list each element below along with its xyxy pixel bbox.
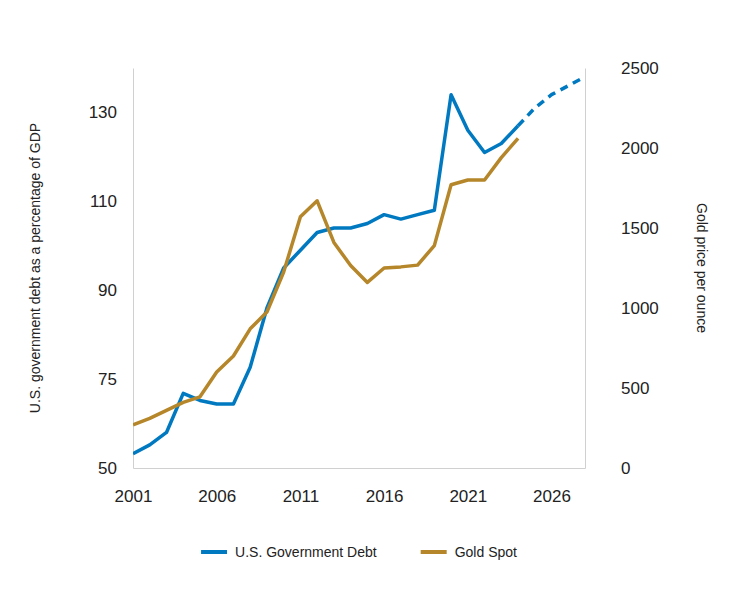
tick-label: 2011 <box>283 487 320 506</box>
tick-label: 2001 <box>115 487 153 506</box>
legend-label: U.S. Government Debt <box>235 544 377 560</box>
axis-line <box>133 69 134 469</box>
tick-label: 2021 <box>449 487 487 506</box>
tick-label: 75 <box>98 370 117 389</box>
tick-label: 2006 <box>198 487 236 506</box>
tick: 2000 <box>585 139 659 158</box>
tick-label: 50 <box>98 459 117 478</box>
y-axis-title: U.S. government debt as a percentage of … <box>27 123 43 413</box>
tick-label: 130 <box>89 103 117 122</box>
legend-item: Gold Spot <box>421 544 517 560</box>
legend-label: Gold Spot <box>455 544 517 560</box>
tick: 50 <box>98 459 133 478</box>
axis-line <box>134 468 586 469</box>
tick-label: 1000 <box>621 299 659 318</box>
legend-item: U.S. Government Debt <box>201 544 377 560</box>
tick: 2001 <box>115 468 153 506</box>
tick: 90 <box>98 281 133 300</box>
y-axis: 50 75 90 110 130 <box>89 69 134 478</box>
tick-label: 2026 <box>533 487 571 506</box>
tick: 2026 <box>533 468 571 506</box>
tick: 0 <box>585 459 630 478</box>
tick: 2021 <box>449 468 487 506</box>
tick-label: 0 <box>621 459 630 478</box>
y2-axis-title: Gold price per ounce <box>694 203 710 333</box>
legend-swatch <box>201 550 227 554</box>
tick-label: 110 <box>90 192 117 211</box>
tick: 1500 <box>585 219 659 238</box>
tick: 500 <box>585 379 649 398</box>
y2-axis: 0 500 1000 1500 2000 2500 <box>585 59 659 478</box>
tick: 75 <box>98 370 133 389</box>
tick: 1000 <box>585 299 659 318</box>
axis-line <box>585 69 586 469</box>
series-line <box>133 95 518 454</box>
tick: 2011 <box>283 468 320 506</box>
tick-label: 90 <box>98 281 117 300</box>
tick-label: 2016 <box>366 487 404 506</box>
chart: 2001 2006 2011 2016 2021 2026 50 75 90 110 130 0 500… <box>0 0 729 600</box>
tick-label: 2000 <box>621 139 659 158</box>
legend-swatch <box>421 550 447 554</box>
tick: 130 <box>89 103 133 122</box>
tick-label: 500 <box>621 379 649 398</box>
legend: U.S. Government Debt Gold Spot <box>201 544 517 560</box>
tick: 2006 <box>198 468 236 506</box>
series-line <box>518 77 585 126</box>
series-line <box>133 138 518 424</box>
tick-label: 1500 <box>621 219 659 238</box>
tick: 2016 <box>366 468 404 506</box>
tick: 110 <box>90 192 133 211</box>
tick-label: 2500 <box>621 59 659 78</box>
x-axis: 2001 2006 2011 2016 2021 2026 <box>115 468 586 506</box>
tick: 2500 <box>585 59 659 78</box>
plot-area <box>133 77 585 454</box>
